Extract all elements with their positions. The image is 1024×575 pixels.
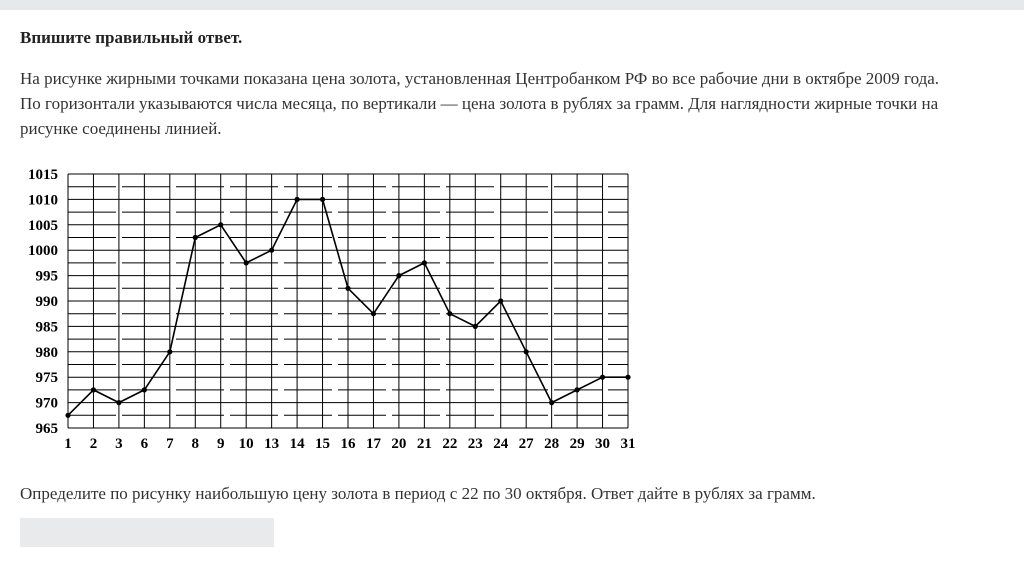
data-point — [90, 387, 97, 393]
x-tick-label: 17 — [366, 436, 382, 452]
data-point — [345, 285, 351, 291]
x-tick-label: 1 — [64, 436, 72, 452]
x-tick-label: 31 — [621, 436, 636, 452]
x-tick-label: 20 — [391, 436, 406, 452]
task-heading: Впишите правильный ответ. — [20, 28, 243, 47]
x-tick-label: 29 — [570, 436, 585, 452]
x-tick-label: 30 — [595, 436, 610, 452]
x-tick-label: 21 — [417, 436, 432, 452]
data-point — [599, 374, 606, 380]
y-tick-label: 1015 — [28, 167, 58, 183]
x-tick-label: 16 — [341, 436, 357, 452]
y-tick-label: 970 — [36, 396, 59, 412]
x-tick-label: 10 — [239, 436, 254, 452]
data-point — [319, 196, 326, 202]
x-tick-label: 7 — [166, 436, 174, 452]
x-tick-label: 15 — [315, 436, 330, 452]
x-tick-label: 2 — [90, 436, 98, 452]
data-point — [447, 311, 453, 317]
x-tick-label: 28 — [544, 436, 559, 452]
data-point — [396, 273, 402, 279]
data-point — [421, 260, 427, 266]
data-point — [523, 349, 529, 355]
description-line-1: На рисунке жирными точками показана цена… — [20, 69, 940, 88]
data-point — [549, 400, 555, 406]
task-description: На рисунке жирными точками показана цена… — [20, 66, 1015, 141]
x-tick-label: 23 — [468, 436, 483, 452]
x-tick-label: 22 — [442, 436, 457, 452]
y-tick-label: 1005 — [28, 218, 58, 234]
y-tick-label: 995 — [36, 269, 59, 285]
y-tick-label: 990 — [36, 294, 59, 310]
data-point — [472, 323, 478, 329]
x-tick-label: 14 — [290, 436, 306, 452]
data-point — [218, 222, 224, 228]
x-tick-label: 24 — [493, 436, 509, 452]
data-point — [498, 298, 504, 304]
data-point — [243, 260, 249, 266]
top-bar — [0, 0, 1024, 10]
question-text: Определите по рисунку наибольшую цену зо… — [20, 484, 816, 503]
y-tick-label: 1000 — [28, 243, 58, 259]
x-tick-label: 6 — [141, 436, 149, 452]
description-line-3: рисунке соединены линией. — [20, 119, 222, 138]
data-point — [116, 400, 122, 406]
x-tick-label: 9 — [217, 436, 225, 452]
y-tick-label: 980 — [36, 345, 59, 361]
data-point — [192, 234, 198, 241]
x-tick-label: 8 — [192, 436, 200, 452]
y-tick-label: 1010 — [28, 192, 58, 208]
answer-input[interactable] — [20, 518, 274, 547]
x-tick-label: 13 — [264, 436, 279, 452]
x-tick-label: 27 — [519, 436, 535, 452]
data-point — [167, 349, 173, 355]
y-tick-label: 965 — [36, 421, 59, 437]
data-point — [65, 412, 71, 418]
data-point — [625, 374, 631, 380]
data-point — [574, 387, 580, 393]
y-tick-label: 975 — [36, 370, 59, 386]
y-tick-label: 985 — [36, 319, 59, 335]
data-point — [294, 196, 300, 202]
description-line-2: По горизонтали указываются числа месяца,… — [20, 94, 939, 113]
data-point — [370, 311, 377, 317]
data-point — [141, 387, 147, 393]
x-tick-label: 3 — [115, 436, 123, 452]
data-point — [269, 247, 275, 253]
